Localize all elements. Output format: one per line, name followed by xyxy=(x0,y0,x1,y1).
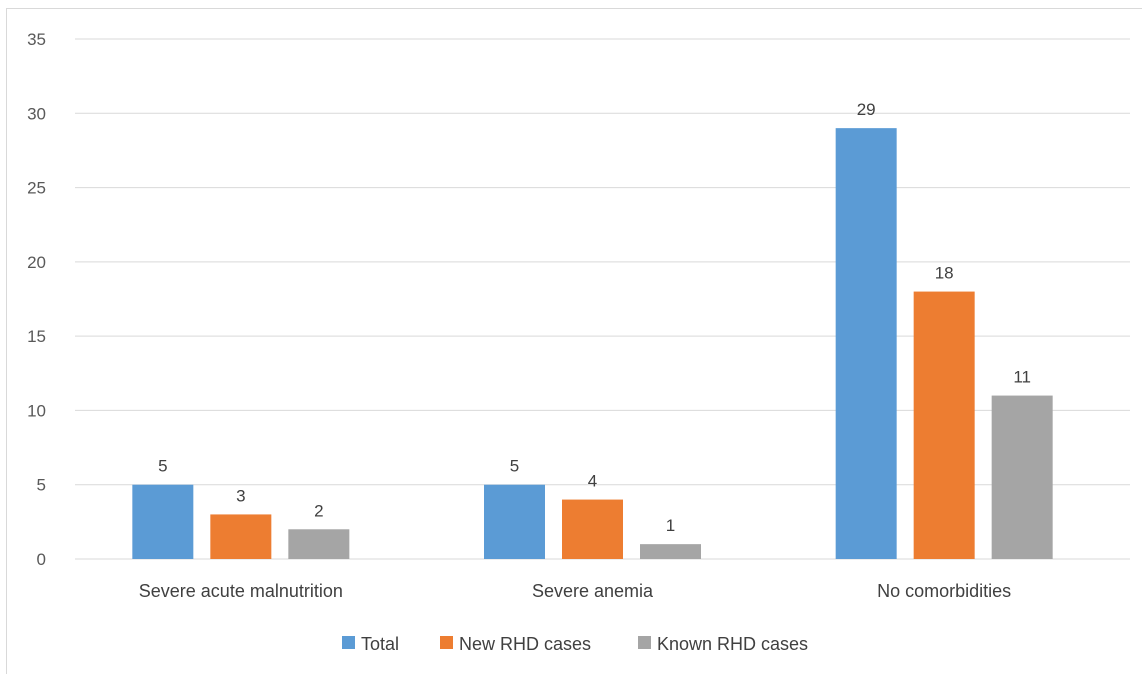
bar-new-rhd-cases xyxy=(210,514,272,559)
data-labels: 5 3 2 5 4 1 29 18 11 xyxy=(158,100,1031,535)
legend-label: Total xyxy=(361,634,399,654)
data-label: 5 xyxy=(510,457,519,476)
bar-new-rhd-cases xyxy=(562,499,623,559)
x-category-label: Severe anemia xyxy=(532,581,654,601)
legend-label: New RHD cases xyxy=(459,634,591,654)
legend-swatch xyxy=(440,636,453,649)
data-label: 4 xyxy=(588,472,597,491)
y-tick-label: 15 xyxy=(27,327,46,346)
x-axis-categories: Severe acute malnutrition Severe anemia No… xyxy=(139,581,1011,601)
bars xyxy=(132,128,1053,559)
data-label: 18 xyxy=(935,264,954,283)
bar-new-rhd-cases xyxy=(913,291,975,559)
bar-total xyxy=(484,484,545,559)
data-label: 2 xyxy=(314,501,323,520)
data-label: 1 xyxy=(666,516,675,535)
y-tick-label: 0 xyxy=(37,550,46,569)
y-tick-label: 5 xyxy=(37,476,46,495)
y-tick-label: 30 xyxy=(27,104,46,123)
x-category-label: Severe acute malnutrition xyxy=(139,581,343,601)
bar-total xyxy=(132,484,194,559)
y-tick-label: 10 xyxy=(27,401,46,420)
legend-swatch xyxy=(342,636,355,649)
legend-label: Known RHD cases xyxy=(657,634,808,654)
data-label: 29 xyxy=(857,100,876,119)
bar-known-rhd-cases xyxy=(288,529,350,559)
bar-known-rhd-cases xyxy=(640,544,701,559)
y-axis-ticks: 0 5 10 15 20 25 30 35 xyxy=(27,30,46,569)
y-tick-label: 20 xyxy=(27,253,46,272)
bar-known-rhd-cases xyxy=(991,395,1053,559)
legend: Total New RHD cases Known RHD cases xyxy=(342,634,808,654)
legend-swatch xyxy=(638,636,651,649)
data-label: 3 xyxy=(236,486,245,505)
y-tick-label: 25 xyxy=(27,179,46,198)
y-tick-label: 35 xyxy=(27,30,46,49)
data-label: 5 xyxy=(158,457,167,476)
bar-total xyxy=(835,128,897,559)
data-label: 11 xyxy=(1013,368,1031,387)
x-category-label: No comorbidities xyxy=(877,581,1011,601)
